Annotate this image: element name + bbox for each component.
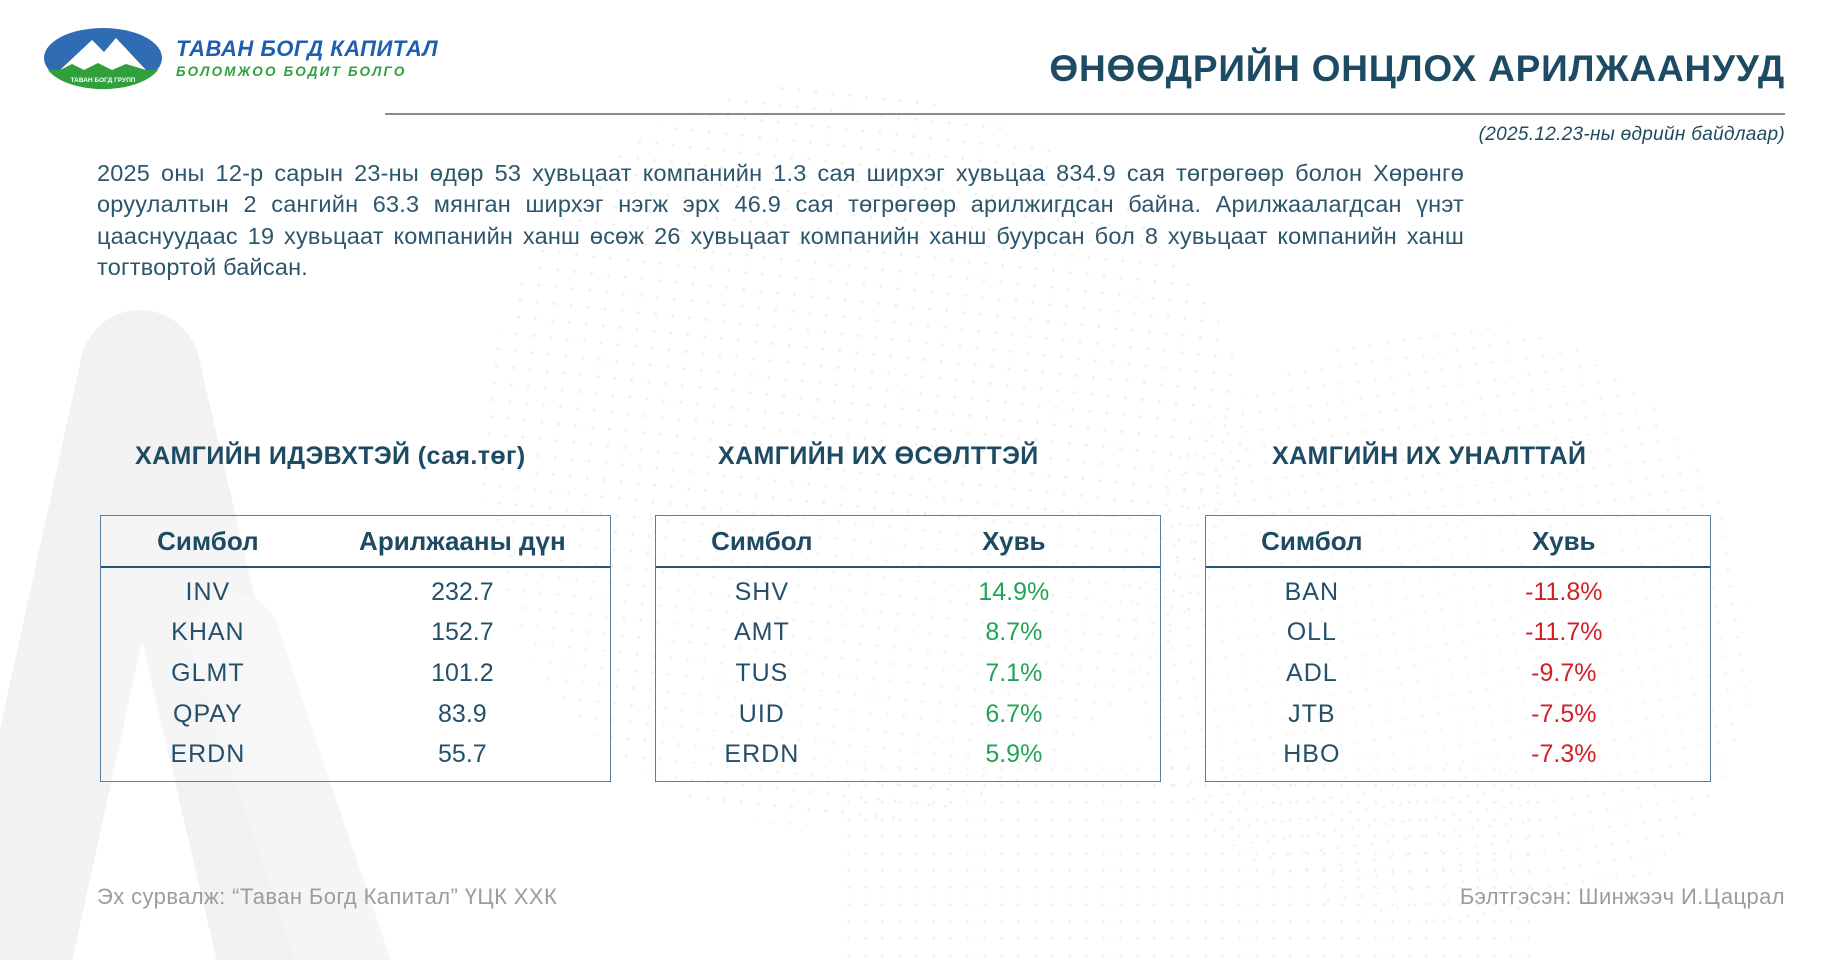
title-divider xyxy=(385,113,1785,115)
percent-cell: 14.9% xyxy=(978,577,1050,606)
table-row: ERDN 5.9% xyxy=(656,740,1160,769)
value-cell: 152.7 xyxy=(431,618,494,647)
symbol-cell: AMT xyxy=(733,618,790,647)
table-row: HBO -7.3% xyxy=(1206,740,1710,769)
most-active-table: Симбол Арилжааны дүн INV 232.7 KHAN 152.… xyxy=(100,515,611,782)
table-header-row: Симбол Хувь xyxy=(1206,516,1710,568)
source-note: Эх сурвалж: “Таван Богд Капитал” ҮЦК ХХК xyxy=(97,884,558,909)
table-body: INV 232.7 KHAN 152.7 GLMT 101.2 QPAY 83.… xyxy=(101,568,610,781)
value-cell: 55.7 xyxy=(438,740,487,769)
symbol-cell: JTB xyxy=(1288,699,1336,728)
page-title: ӨНӨӨДРИЙН ОНЦЛОХ АРИЛЖААНУУД xyxy=(1049,48,1785,89)
percent-cell: -7.5% xyxy=(1531,699,1597,728)
percent-cell: 5.9% xyxy=(985,740,1043,769)
table-row: INV 232.7 xyxy=(101,578,610,607)
logo-emblem-text: ТАВАН БОГД ГРУПП xyxy=(71,77,136,84)
symbol-cell: INV xyxy=(185,577,231,606)
table-row: JTB -7.5% xyxy=(1206,700,1710,729)
value-cell: 83.9 xyxy=(438,699,487,728)
symbol-cell: HBO xyxy=(1283,740,1341,769)
table-row: TUS 7.1% xyxy=(656,659,1160,688)
logo-emblem-icon: ТАВАН БОГД ГРУПП xyxy=(44,28,162,90)
percent-cell: -11.8% xyxy=(1525,577,1603,606)
logo-slogan: БОЛОМЖОО БОДИТ БОЛГО xyxy=(176,64,407,80)
logo-company-name: ТАВАН БОГД КАПИТАЛ xyxy=(176,35,439,61)
report-date: (2025.12.23-ны өдрийн байдлаар) xyxy=(1478,124,1785,145)
symbol-cell: KHAN xyxy=(171,618,245,647)
symbol-cell: SHV xyxy=(734,577,790,606)
section-title-top-losers: ХАМГИЙН ИХ УНАЛТТАЙ xyxy=(1272,442,1587,470)
top-gainers-table: Симбол Хувь SHV 14.9% AMT 8.7% TUS 7.1% … xyxy=(655,515,1161,782)
symbol-cell: OLL xyxy=(1286,618,1337,647)
table-row: ADL -9.7% xyxy=(1206,659,1710,688)
symbol-cell: QPAY xyxy=(173,699,243,728)
table-body: BAN -11.8% OLL -11.7% ADL -9.7% JTB -7.5… xyxy=(1206,568,1710,781)
top-losers-table: Симбол Хувь BAN -11.8% OLL -11.7% ADL -9… xyxy=(1205,515,1711,782)
table-header-row: Симбол Арилжааны дүн xyxy=(101,516,610,568)
percent-cell: 6.7% xyxy=(985,699,1043,728)
section-title-top-gainers: ХАМГИЙН ИХ ӨСӨЛТТЭЙ xyxy=(718,442,1039,470)
percent-cell: 7.1% xyxy=(985,658,1043,687)
symbol-cell: UID xyxy=(738,699,785,728)
table-row: KHAN 152.7 xyxy=(101,618,610,647)
column-header-symbol: Симбол xyxy=(157,525,259,556)
symbol-cell: TUS xyxy=(735,658,789,687)
table-header-row: Симбол Хувь xyxy=(656,516,1160,568)
table-row: OLL -11.7% xyxy=(1206,618,1710,647)
symbol-cell: ERDN xyxy=(170,740,246,769)
column-header-percent: Хувь xyxy=(1532,525,1596,556)
symbol-cell: GLMT xyxy=(171,658,245,687)
percent-cell: -9.7% xyxy=(1531,658,1597,687)
dot-map-pattern xyxy=(840,760,1540,960)
section-title-most-active: ХАМГИЙН ИДЭВХТЭЙ (сая.төг) xyxy=(135,442,526,470)
table-row: SHV 14.9% xyxy=(656,578,1160,607)
value-cell: 232.7 xyxy=(431,577,494,606)
symbol-cell: ADL xyxy=(1286,658,1338,687)
symbol-cell: BAN xyxy=(1284,577,1340,606)
symbol-cell: ERDN xyxy=(724,740,800,769)
column-header-symbol: Симбол xyxy=(711,525,813,556)
percent-cell: -7.3% xyxy=(1531,740,1597,769)
table-row: GLMT 101.2 xyxy=(101,659,610,688)
table-row: UID 6.7% xyxy=(656,700,1160,729)
table-body: SHV 14.9% AMT 8.7% TUS 7.1% UID 6.7% ERD… xyxy=(656,568,1160,781)
column-header-value: Арилжааны дүн xyxy=(359,525,566,556)
table-row: QPAY 83.9 xyxy=(101,700,610,729)
table-row: AMT 8.7% xyxy=(656,618,1160,647)
value-cell: 101.2 xyxy=(431,658,494,687)
logo-text-block: ТАВАН БОГД КАПИТАЛ БОЛОМЖОО БОДИТ БОЛГО xyxy=(176,35,439,80)
company-logo: ТАВАН БОГД ГРУПП ТАВАН БОГД КАПИТАЛ БОЛО… xyxy=(42,26,438,90)
column-header-symbol: Симбол xyxy=(1261,525,1363,556)
table-row: ERDN 55.7 xyxy=(101,740,610,769)
percent-cell: -11.7% xyxy=(1525,618,1603,647)
percent-cell: 8.7% xyxy=(985,618,1043,647)
column-header-percent: Хувь xyxy=(982,525,1046,556)
daily-summary-paragraph: 2025 оны 12-р сарын 23-ны өдөр 53 хувьца… xyxy=(97,160,1464,281)
prepared-by-note: Бэлтгэсэн: Шинжээч И.Цацрал xyxy=(1459,884,1785,909)
table-row: BAN -11.8% xyxy=(1206,578,1710,607)
